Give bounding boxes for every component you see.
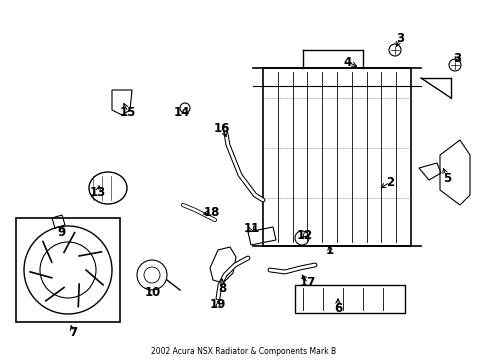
Text: 12: 12 — [296, 229, 312, 242]
Text: 13: 13 — [90, 185, 106, 198]
Text: 5: 5 — [442, 171, 450, 185]
Text: 16: 16 — [213, 122, 230, 135]
Text: 6: 6 — [333, 302, 342, 315]
Text: 3: 3 — [395, 32, 403, 45]
Bar — [263, 68, 410, 246]
Text: 17: 17 — [299, 276, 315, 289]
Text: 8: 8 — [218, 282, 225, 294]
Text: 1: 1 — [325, 243, 333, 257]
Text: 15: 15 — [120, 105, 136, 118]
Text: 19: 19 — [209, 298, 226, 311]
Text: 9: 9 — [58, 225, 66, 239]
Text: 14: 14 — [173, 105, 190, 118]
Bar — [294, 285, 404, 313]
Text: 4: 4 — [343, 55, 351, 68]
Text: 2002 Acura NSX Radiator & Components Mark B: 2002 Acura NSX Radiator & Components Mar… — [151, 347, 336, 356]
Bar — [16, 218, 120, 322]
Text: 2: 2 — [385, 176, 393, 189]
Text: 10: 10 — [144, 287, 161, 300]
Text: 11: 11 — [244, 221, 260, 234]
Text: 7: 7 — [69, 325, 77, 338]
Text: 3: 3 — [452, 51, 460, 64]
Text: 18: 18 — [203, 206, 220, 219]
